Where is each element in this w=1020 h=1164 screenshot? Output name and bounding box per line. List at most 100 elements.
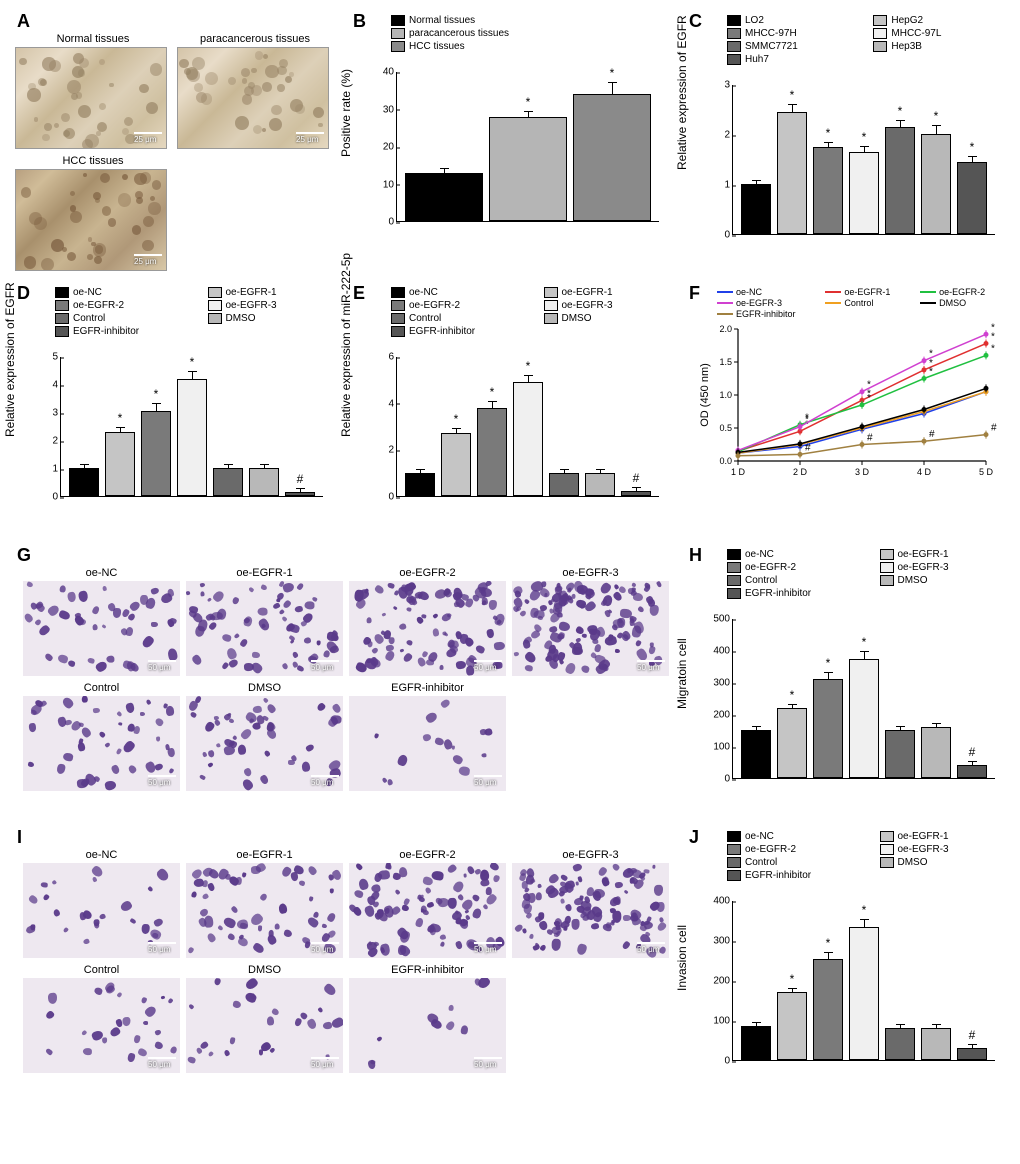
transwell-image: 50 μm [512,863,669,958]
legend-item: Hep3B [873,41,1005,52]
bar [249,468,279,496]
panel-h: H oe-NCoe-EGFR-1oe-EGFR-2oe-EGFR-3Contro… [687,549,1005,819]
svg-text:1 D: 1 D [731,467,746,477]
y-tick: 20 [369,142,394,153]
error-bar [420,469,421,473]
legend-item: Huh7 [727,54,861,65]
panel-label: I [17,827,22,848]
legend-swatch [391,41,405,52]
error-bar [528,111,529,116]
y-tick: 0 [369,492,394,503]
legend-item: HCC tissues [391,41,669,52]
chart-area: ***# [732,619,995,779]
y-tick: 0 [705,1056,730,1067]
legend-swatch [391,15,405,26]
significance-marker: * [862,635,867,649]
significance-marker: * [790,688,795,702]
bar-fill [885,127,915,234]
legend-item: oe-EGFR-3 [208,300,334,311]
bars-container: ***# [733,901,995,1060]
bar: * [813,147,843,234]
scale-bar: 50 μm [311,1057,339,1069]
transwell-title: EGFR-inhibitor [349,682,506,694]
legend-label: oe-NC [73,287,102,298]
error-bar [192,371,193,379]
y-tick: 2 [33,436,58,447]
error-bar [828,672,829,680]
legend-swatch [727,15,741,26]
error-bar [636,487,637,491]
transwell-cell: EGFR-inhibitor50 μm [349,964,506,1073]
y-axis-label: Positive rate (%) [339,69,353,157]
micrograph-title: paracancerous tissues [177,33,333,45]
legend-label: oe-EGFR-1 [898,549,949,560]
significance-marker: * [790,88,795,102]
y-tick: 200 [705,976,730,987]
y-axis-label: Relative expression of miR-222-5p [339,253,353,437]
y-axis-label: Relative expression of EGFR [675,15,689,170]
legend-label: DMSO [898,575,928,586]
bar: * [441,433,471,496]
legend-swatch [727,870,741,881]
legend-swatch [727,844,741,855]
legend-item: EGFR-inhibitor [727,870,868,881]
chart-legend: oe-NCoe-EGFR-1oe-EGFR-2oe-EGFR-3ControlD… [687,831,1005,881]
legend-swatch [727,575,741,586]
bar-fill [405,173,483,221]
legend-label: MHCC-97H [745,28,797,39]
legend-item: oe-EGFR-3 [544,300,670,311]
transwell-title: oe-EGFR-3 [512,567,669,579]
legend-label: oe-EGFR-2 [745,844,796,855]
svg-text:2 D: 2 D [793,467,808,477]
legend-label: oe-EGFR-1 [898,831,949,842]
legend-item: oe-EGFR-3 [880,844,1006,855]
legend-item: EGFR-inhibitor [727,588,868,599]
legend-label: SMMC7721 [745,41,798,52]
legend-label: oe-EGFR-2 [939,287,985,297]
bar-fill [921,134,951,234]
panel-e: E oe-NCoe-EGFR-1oe-EGFR-2oe-EGFR-3Contro… [351,287,669,537]
legend-swatch [880,575,894,586]
y-tick: 200 [705,710,730,721]
legend-marker [717,302,733,304]
y-tick: 4 [33,380,58,391]
panel-label: D [17,283,30,304]
transwell-cell: Control50 μm [23,682,180,791]
panel-c: C LO2HepG2MHCC-97HMHCC-97LSMMC7721Hep3BH… [687,15,1005,275]
legend-item: oe-EGFR-1 [880,831,1006,842]
y-tick: 0 [705,774,730,785]
legend-item: oe-NC [55,287,196,298]
transwell-cell: oe-NC50 μm [23,567,180,676]
legend-item: oe-EGFR-2 [727,844,868,855]
bar [885,1028,915,1060]
legend-item: DMSO [544,313,670,324]
legend-label: DMSO [226,313,256,324]
bar-fill [741,730,771,778]
scale-bar: 25 μm [134,132,162,144]
bar-fill [885,1028,915,1060]
bar-fill [813,679,843,778]
legend-item: oe-EGFR-2 [55,300,196,311]
y-tick: 6 [369,352,394,363]
bar: # [957,765,987,778]
legend-item: oe-NC [727,831,868,842]
error-bar [972,1044,973,1049]
bar-fill [777,112,807,234]
legend-item: DMSO [208,313,334,324]
bar-fill [69,468,99,496]
legend-marker [825,302,841,304]
chart-legend: Normal tissuesparacancerous tissuesHCC t… [351,15,669,52]
legend-item: oe-EGFR-2 [920,287,1005,297]
transwell-image: 50 μm [349,581,506,676]
bar: * [849,927,879,1060]
bar: # [285,492,315,496]
legend-item: oe-EGFR-1 [208,287,334,298]
legend-swatch [873,15,887,26]
bar: * [777,112,807,234]
legend-label: EGFR-inhibitor [745,588,811,599]
legend-label: EGFR-inhibitor [736,309,796,319]
bar-fill [585,473,615,496]
bar [585,473,615,496]
chart-legend: oe-NCoe-EGFR-1oe-EGFR-2oe-EGFR-3ControlD… [687,287,1005,319]
panel-label: F [689,283,700,304]
